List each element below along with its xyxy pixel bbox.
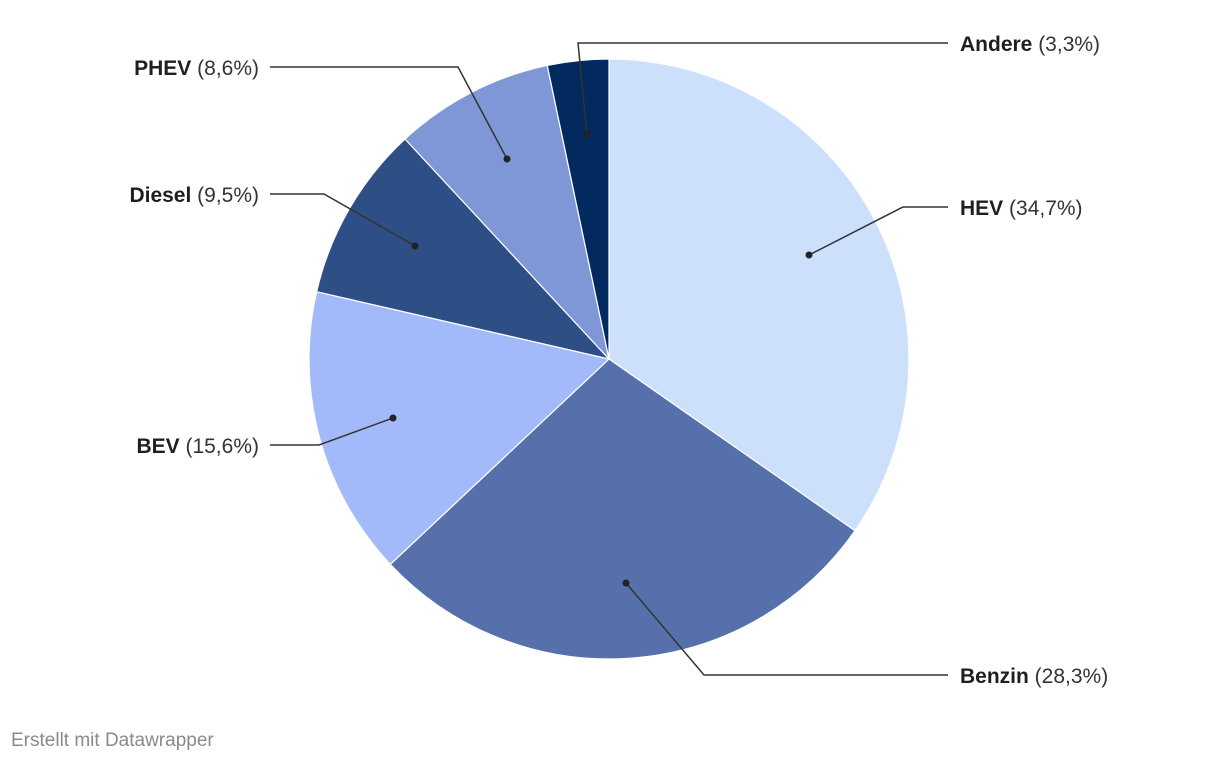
- slice-label-name: HEV: [960, 197, 1003, 220]
- leader-dot-diesel: [411, 242, 419, 250]
- slice-label-bev: BEV (15,6%): [136, 435, 259, 458]
- slice-label-name: BEV: [136, 435, 179, 458]
- leader-line-hev: [808, 206, 948, 256]
- leader-line-andere: [577, 42, 948, 135]
- leader-dot-hev: [805, 251, 813, 259]
- slice-label-value: (8,6%): [191, 57, 259, 80]
- pie-slice-andere[interactable]: [546, 58, 610, 360]
- pie-slice-hev[interactable]: [608, 58, 910, 532]
- leader-line-bev: [270, 417, 394, 446]
- footer-credit[interactable]: Erstellt mit Datawrapper: [11, 730, 214, 751]
- slice-label-value: (34,7%): [1003, 197, 1082, 220]
- leader-dot-andere: [583, 130, 591, 138]
- slice-label-hev: HEV (34,7%): [960, 197, 1083, 220]
- slice-label-andere: Andere (3,3%): [960, 33, 1100, 56]
- leader-line-diesel: [270, 193, 416, 247]
- slice-label-value: (3,3%): [1032, 33, 1100, 56]
- slice-label-name: Andere: [960, 33, 1032, 56]
- slice-label-name: Diesel: [129, 184, 191, 207]
- leader-line-phev: [270, 66, 508, 160]
- leader-line-benzin: [625, 582, 948, 676]
- slice-label-name: Benzin: [960, 665, 1029, 688]
- slice-label-phev: PHEV (8,6%): [134, 57, 259, 80]
- pie-slice-bev[interactable]: [308, 291, 610, 565]
- slice-label-benzin: Benzin (28,3%): [960, 665, 1108, 688]
- pie-slice-benzin[interactable]: [389, 358, 856, 660]
- leader-dot-benzin: [622, 579, 630, 587]
- leader-dot-phev: [503, 155, 511, 163]
- leader-dot-bev: [389, 414, 397, 422]
- slice-label-name: PHEV: [134, 57, 191, 80]
- slice-label-value: (9,5%): [191, 184, 259, 207]
- slice-label-value: (15,6%): [180, 435, 259, 458]
- slice-label-diesel: Diesel (9,5%): [129, 184, 259, 207]
- slice-label-value: (28,3%): [1029, 665, 1108, 688]
